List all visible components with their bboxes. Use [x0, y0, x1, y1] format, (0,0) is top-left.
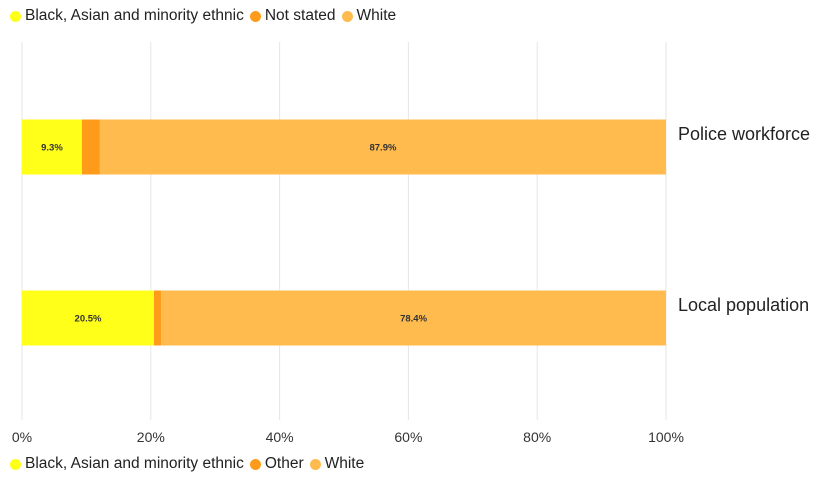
data-label-1-0: 20.5%	[75, 314, 102, 325]
bar-segment-1-0	[22, 290, 155, 346]
x-tick-label-0: 0%	[12, 429, 32, 445]
legend-swatch-white	[341, 10, 353, 22]
legend-bottom: Black, Asian and minority ethnic Other W…	[10, 455, 370, 473]
x-tick-label-40: 40%	[266, 429, 294, 445]
bar-segment-0-1	[81, 119, 100, 175]
x-tick-label-80: 80%	[523, 429, 551, 445]
x-tick-label-60: 60%	[394, 429, 422, 445]
legend-item-white-bottom: White	[309, 455, 365, 473]
legend-item-not-stated: Not stated	[249, 7, 336, 25]
data-label-0-0: 9.3%	[41, 143, 63, 154]
legend-item-bame: Black, Asian and minority ethnic	[10, 7, 244, 25]
legend-swatch-white-bottom	[309, 458, 321, 470]
legend-swatch-bame	[10, 10, 21, 22]
legend-label-bame: Black, Asian and minority ethnic	[25, 7, 244, 24]
legend-swatch-other-bottom	[249, 458, 261, 470]
legend-label-bame-bottom: Black, Asian and minority ethnic	[25, 455, 244, 472]
legend-label-other-bottom: Other	[264, 455, 304, 472]
legend-label-white-bottom: White	[324, 455, 365, 472]
bar-segment-0-0	[22, 119, 82, 175]
x-tick-label-100: 100%	[648, 429, 684, 445]
bar-segment-1-1	[154, 290, 162, 346]
legend-item-bame-bottom: Black, Asian and minority ethnic	[10, 455, 244, 473]
data-label-1-2: 78.4%	[400, 314, 427, 325]
legend-swatch-not-stated	[249, 10, 261, 22]
bar-segment-1-2	[161, 290, 666, 346]
legend-item-white: White	[341, 7, 397, 25]
bar-segment-0-2	[99, 119, 666, 175]
legend-top: Black, Asian and minority ethnic Not sta…	[10, 7, 402, 25]
legend-swatch-bame-bottom	[10, 458, 21, 470]
x-tick-label-20: 20%	[137, 429, 165, 445]
legend-label-not-stated: Not stated	[264, 7, 336, 24]
data-label-0-2: 87.9%	[369, 143, 396, 154]
category-label-0: Police workforce	[678, 124, 810, 144]
legend-item-other-bottom: Other	[249, 455, 304, 473]
category-label-1: Local population	[678, 295, 809, 315]
legend-label-white: White	[356, 7, 397, 24]
